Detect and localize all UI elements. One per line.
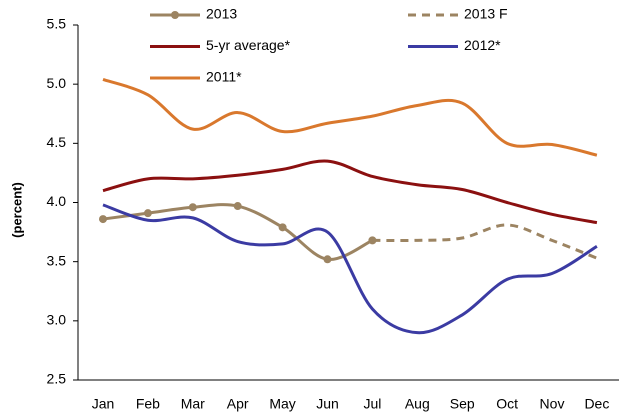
- legend-label: 2013: [206, 6, 237, 22]
- y-tick-label: 4.0: [47, 193, 67, 209]
- x-tick-label: Jan: [92, 396, 115, 412]
- x-tick-label: Feb: [136, 396, 160, 412]
- legend-label: 2012*: [464, 37, 501, 53]
- line: [372, 223, 598, 260]
- x-tick-label: Nov: [540, 396, 565, 412]
- x-tick-label: Sep: [450, 396, 475, 412]
- legend-label: 2011*: [206, 69, 242, 85]
- legend-label: 2013 F: [464, 6, 508, 22]
- marker: [323, 255, 332, 264]
- x-tick-label: Mar: [181, 396, 205, 412]
- x-tick-label: Aug: [405, 396, 430, 412]
- marker: [99, 215, 107, 224]
- line: [102, 78, 598, 157]
- line: [102, 203, 374, 261]
- y-tick-label: 4.5: [47, 134, 67, 150]
- legend-marker: [171, 11, 179, 19]
- x-tick-label: Dec: [584, 396, 609, 412]
- y-tick-label: 3.5: [47, 252, 67, 268]
- legend-label: 5-yr average*: [206, 37, 291, 53]
- x-tick-label: May: [269, 396, 295, 412]
- marker: [188, 203, 197, 212]
- y-tick-label: 5.0: [47, 75, 67, 91]
- y-tick-label: 3.0: [47, 312, 67, 328]
- x-tick-label: Apr: [227, 396, 249, 412]
- line: [102, 203, 598, 335]
- line: [102, 159, 598, 225]
- x-tick-label: Oct: [496, 396, 518, 412]
- marker: [278, 223, 287, 232]
- marker: [143, 209, 152, 218]
- x-tick-label: Jul: [363, 396, 381, 412]
- y-tick-label: 2.5: [47, 371, 67, 387]
- x-tick-label: Jun: [316, 396, 339, 412]
- y-tick-label: 5.5: [47, 16, 67, 32]
- y-axis-label: (percent): [9, 182, 24, 238]
- marker: [233, 202, 242, 211]
